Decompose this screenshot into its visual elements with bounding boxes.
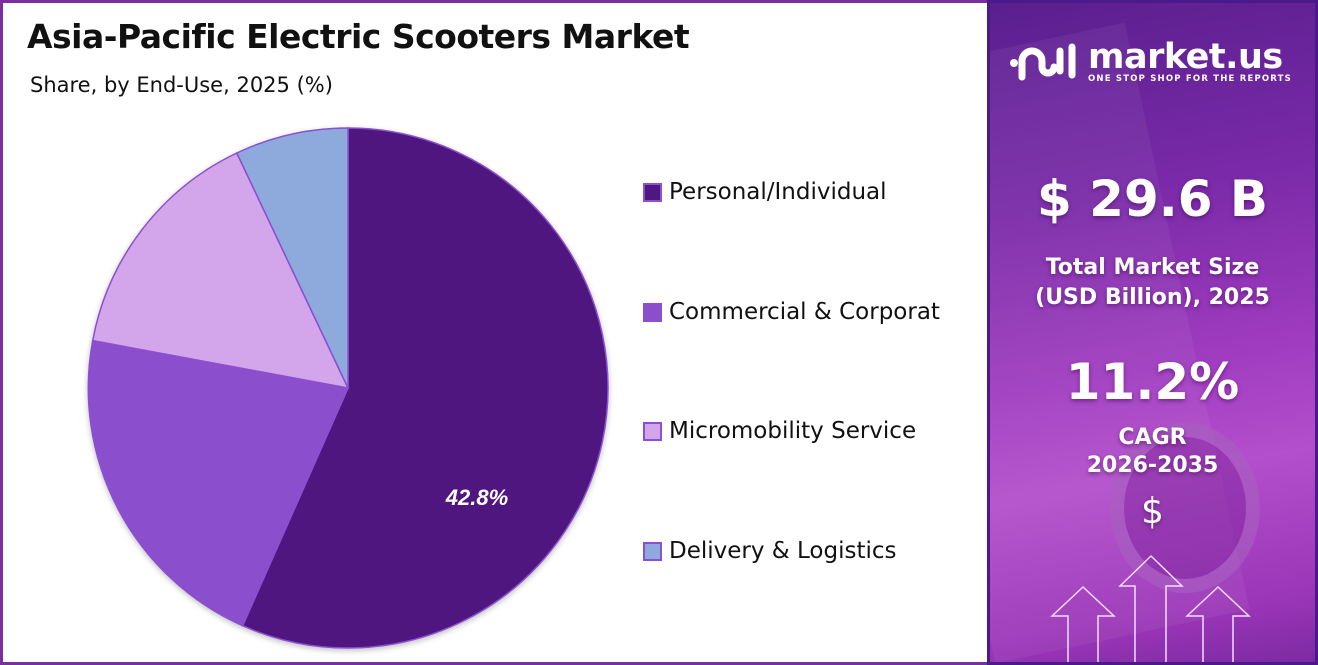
growth-arrows-icon (1050, 554, 1251, 662)
slice-personal[interactable] (241, 127, 609, 649)
summary-panel: market.us ONE STOP SHOP FOR THE REPORTS … (987, 0, 1318, 665)
slice-delivery[interactable] (235, 127, 349, 389)
market-us-logo-icon (1010, 43, 1076, 81)
slice-commercial[interactable] (87, 339, 350, 627)
legend-swatch (643, 182, 662, 202)
market-size-label-line2: (USD Billion), 2025 (1035, 285, 1270, 310)
cagr-period: 2026-2035 (1086, 453, 1219, 478)
pie-chart: 42.8% (87, 127, 609, 649)
brand-name: market.us (1088, 37, 1283, 77)
market-size-value: $ 29.6 B (1036, 170, 1269, 228)
legend-swatch (643, 421, 662, 441)
legend-label: Personal/Individual (669, 179, 887, 205)
chart-subtitle: Share, by End-Use, 2025 (%) (30, 73, 333, 97)
legend-item-commercial[interactable]: Commercial & Corporat (643, 299, 940, 325)
legend-label: Delivery & Logistics (669, 538, 897, 564)
legend-item-delivery[interactable]: Delivery & Logistics (643, 538, 897, 564)
chart-card: Asia-Pacific Electric Scooters Market Sh… (0, 0, 990, 665)
legend-item-personal[interactable]: Personal/Individual (643, 179, 887, 205)
brand-logo[interactable]: market.us ONE STOP SHOP FOR THE REPORTS (1008, 37, 1292, 87)
legend-swatch (643, 302, 662, 322)
pie-data-label: 42.8% (445, 485, 508, 510)
cagr-value: 11.2% (1065, 353, 1240, 411)
market-size-label-line1: Total Market Size (1045, 255, 1260, 280)
slice-micromobility[interactable] (91, 151, 350, 390)
legend-label: Commercial & Corporat (669, 299, 940, 325)
page-title: Asia-Pacific Electric Scooters Market (27, 17, 690, 56)
dollar-icon: $ (1141, 491, 1164, 532)
cagr-label: CAGR (1118, 425, 1187, 450)
brand-tagline: ONE STOP SHOP FOR THE REPORTS (1088, 74, 1292, 84)
legend-swatch (643, 541, 662, 561)
legend-label: Micromobility Service (669, 418, 917, 444)
legend-item-micromobility[interactable]: Micromobility Service (643, 418, 916, 444)
